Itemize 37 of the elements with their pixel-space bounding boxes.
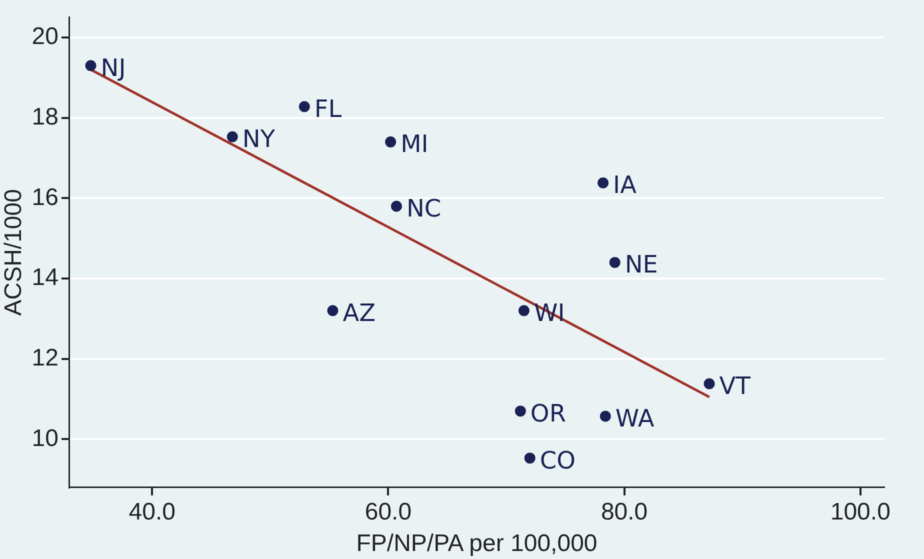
annotation: AZ (342, 298, 376, 327)
y-tick-label: 20 (32, 23, 58, 50)
point (514, 406, 526, 417)
point (600, 410, 611, 422)
x-tick-label: 100.0 (830, 498, 890, 526)
y-axis-title: ACSH/1000 (0, 189, 28, 316)
annotation: IA (613, 171, 638, 200)
point (298, 101, 310, 112)
point (704, 378, 715, 390)
point (518, 305, 530, 316)
point (385, 136, 396, 148)
point (85, 60, 96, 72)
x-tick-label: 80.0 (600, 498, 648, 526)
annotation: WA (615, 404, 655, 433)
point (327, 305, 338, 316)
annotation: NY (242, 124, 276, 153)
x-axis-title: FP/NP/PA per 100,000 (356, 530, 598, 558)
point (390, 200, 402, 212)
point (598, 177, 609, 188)
x-tick-label: 40.0 (128, 498, 176, 526)
x-tick-label: 60.0 (364, 498, 412, 526)
annotation: NJ (100, 54, 126, 82)
point (609, 256, 620, 268)
annotation: FL (314, 94, 342, 123)
y-tick-label: 14 (32, 264, 58, 292)
point (524, 452, 536, 464)
annotation: MI (400, 130, 428, 158)
point (226, 131, 238, 142)
y-tick-label: 16 (32, 184, 58, 211)
annotation: NE (624, 250, 658, 279)
annotation: NC (406, 194, 442, 222)
y-tick-label: 18 (32, 103, 58, 130)
annotation: VT (719, 372, 751, 400)
y-tick-label: 10 (32, 424, 58, 452)
annotation: OR (530, 399, 566, 428)
y-tick-label: 12 (32, 344, 58, 372)
annotation: CO (540, 446, 576, 474)
